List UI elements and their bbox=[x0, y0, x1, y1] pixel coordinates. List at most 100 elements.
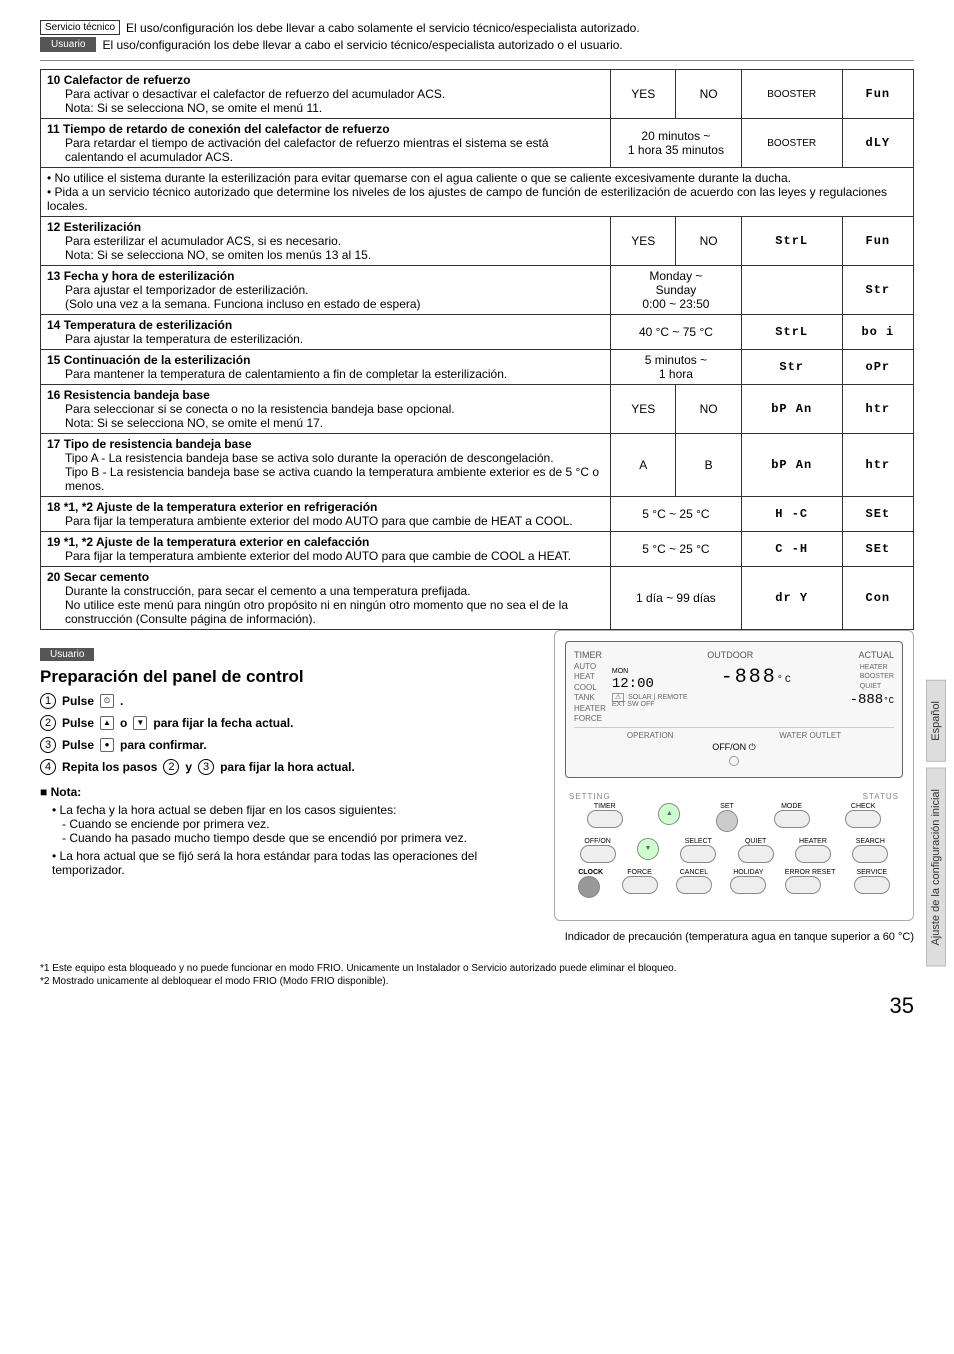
lbl-status: STATUS bbox=[863, 792, 899, 801]
cell-range: 1 día ~ 99 días bbox=[611, 567, 742, 630]
row-num: 16 bbox=[47, 388, 60, 402]
holiday-button bbox=[730, 876, 766, 894]
cell-seg1: Str bbox=[741, 350, 842, 385]
divider bbox=[40, 60, 914, 61]
table-row: 10 Calefactor de refuerzo Para activar o… bbox=[41, 70, 914, 119]
cell-range: 5 °C ~ 25 °C bbox=[611, 497, 742, 532]
tag-user: Usuario bbox=[40, 37, 96, 52]
table-row: 18 *1, *2 Ajuste de la temperatura exter… bbox=[41, 497, 914, 532]
cell-v2: NO bbox=[676, 385, 741, 434]
cell-range: 40 °C ~ 75 °C bbox=[611, 315, 742, 350]
cell-seg2: htr bbox=[842, 434, 913, 497]
lbl-water: WATER OUTLET bbox=[779, 731, 841, 740]
row-desc: Durante la construcción, para secar el c… bbox=[47, 584, 604, 626]
row-desc: Para activar o desactivar el calefactor … bbox=[47, 87, 604, 115]
row-title: Secar cemento bbox=[64, 570, 149, 584]
lbl-tank: TANK bbox=[574, 693, 606, 703]
row-num: 20 bbox=[47, 570, 60, 584]
screen-top-labels: TIMER OUTDOOR ACTUAL bbox=[574, 650, 894, 660]
row-desc: Para fijar la temperatura ambiente exter… bbox=[47, 549, 604, 563]
clock-button bbox=[578, 876, 600, 898]
offon-button bbox=[580, 845, 616, 863]
note-text-1: • No utilice el sistema durante la ester… bbox=[47, 171, 907, 185]
step-1-text-b: . bbox=[120, 694, 123, 708]
panel-title: Preparación del panel de control bbox=[40, 667, 534, 687]
force-button bbox=[622, 876, 658, 894]
step-ref-2: 2 bbox=[163, 759, 179, 775]
cell-range: 5 minutos ~ 1 hora bbox=[611, 350, 742, 385]
lbl-mon: MON bbox=[612, 668, 628, 675]
cell-seg2: oPr bbox=[842, 350, 913, 385]
nota-1b: - Cuando ha pasado mucho tiempo desde qu… bbox=[62, 831, 534, 845]
cell-seg2: bo i bbox=[842, 315, 913, 350]
lbl-heater-r: HEATER bbox=[860, 663, 894, 672]
lbl-actual: ACTUAL bbox=[858, 650, 894, 660]
row-title: Esterilización bbox=[64, 220, 141, 234]
row-title: Continuación de la esterilización bbox=[64, 353, 251, 367]
row-num: 17 bbox=[47, 437, 60, 451]
mode-button bbox=[774, 810, 810, 828]
nota-2: • La hora actual que se fijó será la hor… bbox=[52, 849, 534, 877]
row-title: Fecha y hora de esterilización bbox=[64, 269, 235, 283]
table-row: 14 Temperatura de esterilización Para aj… bbox=[41, 315, 914, 350]
search-button bbox=[852, 845, 888, 863]
step-3: 3 Pulse ● para confirmar. bbox=[40, 737, 534, 753]
table-row: 17 Tipo de resistencia bandeja base Tipo… bbox=[41, 434, 914, 497]
row-title: *1, *2 Ajuste de la temperatura exterior… bbox=[64, 500, 378, 514]
error-reset-button bbox=[785, 876, 821, 894]
step-2: 2 Pulse ▲ o ▼ para fijar la fecha actual… bbox=[40, 715, 534, 731]
cell-seg1: BOOSTER bbox=[741, 70, 842, 119]
step-4-text-c: para fijar la hora actual. bbox=[220, 760, 355, 774]
remote-buttons: SETTING STATUS TIMER ▲ SET MODE CHECK OF… bbox=[565, 786, 903, 910]
step-num-1: 1 bbox=[40, 693, 56, 709]
lbl-heater: HEATER bbox=[574, 704, 606, 714]
table-note-row: • No utilice el sistema durante la ester… bbox=[41, 168, 914, 217]
page-number: 35 bbox=[40, 993, 914, 1019]
cell-v2: NO bbox=[676, 217, 741, 266]
nota-1-text: • La fecha y la hora actual se deben fij… bbox=[52, 803, 396, 817]
cell-v2: NO bbox=[676, 70, 741, 119]
step-4-text-b: y bbox=[185, 760, 192, 774]
header-row-tech: Servicio técnico El uso/configuración lo… bbox=[40, 20, 914, 35]
row-num: 15 bbox=[47, 353, 60, 367]
row-desc: Para fijar la temperatura ambiente exter… bbox=[47, 514, 604, 528]
row-title: Resistencia bandeja base bbox=[64, 388, 210, 402]
screen-time: 12:00 bbox=[612, 676, 654, 692]
cell-seg1: H -C bbox=[741, 497, 842, 532]
footnote-2: *2 Mostrado unicamente al debloquear el … bbox=[40, 976, 914, 987]
cell-seg2: Con bbox=[842, 567, 913, 630]
table-row: 16 Resistencia bandeja base Para selecci… bbox=[41, 385, 914, 434]
lbl-force: FORCE bbox=[574, 714, 606, 724]
select-button bbox=[680, 845, 716, 863]
step-2-text-a: Pulse bbox=[62, 716, 94, 730]
down-icon: ▼ bbox=[133, 716, 147, 730]
row-desc: Para retardar el tiempo de activación de… bbox=[47, 136, 604, 164]
row-title: Tipo de resistencia bandeja base bbox=[64, 437, 252, 451]
lbl-setting: SETTING bbox=[569, 792, 611, 801]
row-num: 13 bbox=[47, 269, 60, 283]
screen-bottom-labels: OPERATION WATER OUTLET bbox=[574, 727, 894, 740]
step-4: 4 Repita los pasos 2 y 3 para fijar la h… bbox=[40, 759, 534, 775]
row-desc: Para ajustar la temperatura de esteriliz… bbox=[47, 332, 604, 346]
timer-button bbox=[587, 810, 623, 828]
side-tabs: Español Ajuste de la configuración inici… bbox=[926, 680, 946, 972]
step-num-3: 3 bbox=[40, 737, 56, 753]
row-num: 14 bbox=[47, 318, 60, 332]
lbl-booster: BOOSTER bbox=[860, 672, 894, 681]
row-desc: Para mantener la temperatura de calentam… bbox=[47, 367, 604, 381]
diagram-caption: Indicador de precaución (temperatura agu… bbox=[554, 931, 914, 943]
table-row: 12 Esterilización Para esterilizar el ac… bbox=[41, 217, 914, 266]
header-row-user: Usuario El uso/configuración los debe ll… bbox=[40, 37, 914, 52]
table-row: 19 *1, *2 Ajuste de la temperatura exter… bbox=[41, 532, 914, 567]
steps-list: 1 Pulse ⏲ . 2 Pulse ▲ o ▼ para fijar la … bbox=[40, 693, 534, 775]
step-2-text-c: para fijar la fecha actual. bbox=[153, 716, 293, 730]
cancel-button bbox=[676, 876, 712, 894]
step-1: 1 Pulse ⏲ . bbox=[40, 693, 534, 709]
cell-seg1: bP An bbox=[741, 434, 842, 497]
cell-seg2: Fun bbox=[842, 70, 913, 119]
cell-seg1: StrL bbox=[741, 217, 842, 266]
row-num: 11 bbox=[47, 122, 60, 136]
row-title: Tiempo de retardo de conexión del calefa… bbox=[63, 122, 390, 136]
step-ref-3: 3 bbox=[198, 759, 214, 775]
lbl-outdoor: OUTDOOR bbox=[707, 650, 753, 660]
